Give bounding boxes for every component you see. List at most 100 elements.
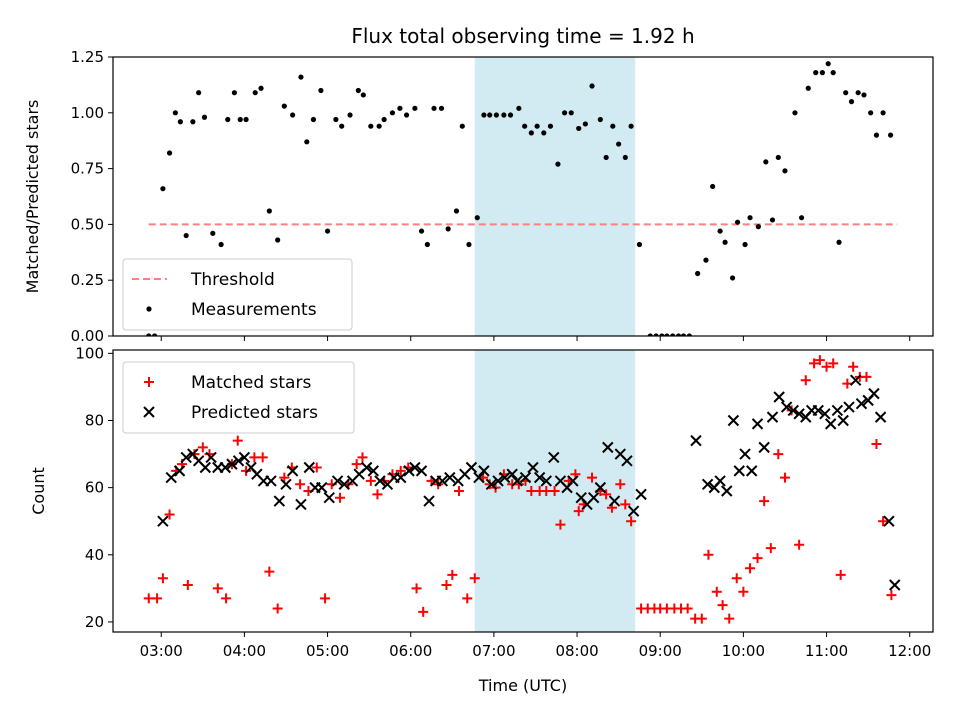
data-point: [603, 154, 609, 161]
data-point: [873, 132, 880, 138]
data-point: [501, 112, 507, 118]
data-point: [793, 408, 805, 420]
data-point: [628, 123, 634, 129]
data-point: [395, 465, 406, 476]
legend-x-swatch: [143, 406, 155, 418]
data-point: [415, 465, 428, 477]
data-point: [626, 516, 637, 527]
data-point: [703, 549, 714, 560]
data-point: [830, 70, 836, 76]
data-point: [843, 90, 849, 96]
data-point: [620, 499, 631, 510]
data-point: [738, 586, 749, 597]
data-point: [324, 228, 331, 234]
data-point: [842, 378, 853, 389]
data-point: [183, 232, 189, 239]
data-point: [431, 105, 437, 111]
data-point: [196, 90, 202, 96]
data-point: [367, 465, 380, 477]
data-point: [814, 355, 825, 366]
x-tick-label: 03:00: [140, 642, 183, 660]
data-point: [836, 239, 842, 245]
data-point: [333, 116, 339, 123]
data-point: [813, 70, 819, 76]
data-point: [365, 475, 376, 486]
data-point: [152, 593, 163, 604]
data-point: [680, 333, 687, 336]
data-point: [787, 404, 799, 417]
data-point: [848, 99, 855, 105]
data-point: [576, 125, 582, 132]
data-point: [527, 461, 539, 474]
data-point: [453, 208, 460, 214]
observing-window-span: [474, 57, 636, 336]
data-point: [355, 87, 361, 94]
data-point: [739, 448, 751, 460]
data-point: [568, 110, 574, 116]
data-point: [310, 116, 317, 123]
data-point: [182, 580, 193, 590]
y-tick-label: 20: [85, 613, 104, 631]
data-point: [555, 161, 561, 167]
data-point: [775, 154, 781, 161]
data-point: [855, 398, 868, 410]
data-point: [372, 489, 383, 500]
legend-entry-label: Matched stars: [191, 373, 311, 393]
y-tick-label: 0.50: [71, 215, 104, 233]
data-point: [165, 471, 177, 484]
data-point: [755, 224, 761, 230]
data-point: [478, 465, 490, 477]
ratio-panel: 0.00 0.25 0.50 0.75 1.00 1.25 Matched/Predicte…: [23, 48, 934, 345]
data-point: [819, 70, 825, 76]
data-point: [682, 603, 693, 614]
data-point: [157, 515, 169, 527]
data-point: [360, 92, 366, 98]
data-point: [487, 112, 493, 118]
counts-y-axis-label: Count: [29, 467, 48, 515]
data-point: [295, 479, 306, 490]
data-point: [298, 74, 304, 80]
legend-entry-label: Predicted stars: [191, 403, 318, 423]
data-point: [303, 461, 315, 474]
data-point: [825, 418, 837, 430]
data-point: [257, 452, 268, 463]
data-point: [462, 593, 473, 604]
data-point: [221, 593, 232, 604]
data-point: [549, 486, 560, 496]
data-point: [555, 519, 566, 530]
data-point: [695, 270, 701, 277]
data-point: [835, 569, 846, 580]
data-point: [474, 215, 480, 221]
data-point: [734, 219, 741, 225]
data-point: [190, 119, 196, 125]
data-point: [780, 401, 793, 413]
data-point: [241, 465, 252, 476]
data-point: [843, 401, 855, 413]
x-tick-label: 10:00: [722, 642, 765, 660]
data-point: [507, 112, 514, 118]
data-point: [659, 333, 665, 336]
data-point: [265, 475, 277, 487]
legend-box: [122, 361, 355, 434]
data-point: [243, 116, 249, 123]
data-point: [237, 116, 243, 123]
data-point: [164, 509, 175, 520]
data-point: [411, 583, 422, 594]
data-point: [316, 481, 328, 494]
data-point: [799, 215, 805, 221]
data-point: [511, 475, 523, 487]
ratio-y-axis-label: Matched/Predicted stars: [23, 100, 42, 294]
data-point: [636, 241, 643, 248]
data-point: [608, 495, 621, 507]
data-point: [528, 130, 534, 136]
data-point: [424, 241, 430, 248]
data-point: [238, 451, 251, 464]
data-point: [389, 110, 396, 116]
data-point: [397, 105, 403, 111]
data-point: [338, 478, 350, 490]
data-point: [506, 468, 518, 480]
data-point: [534, 123, 540, 129]
data-point: [252, 90, 258, 96]
data-point: [173, 465, 186, 477]
